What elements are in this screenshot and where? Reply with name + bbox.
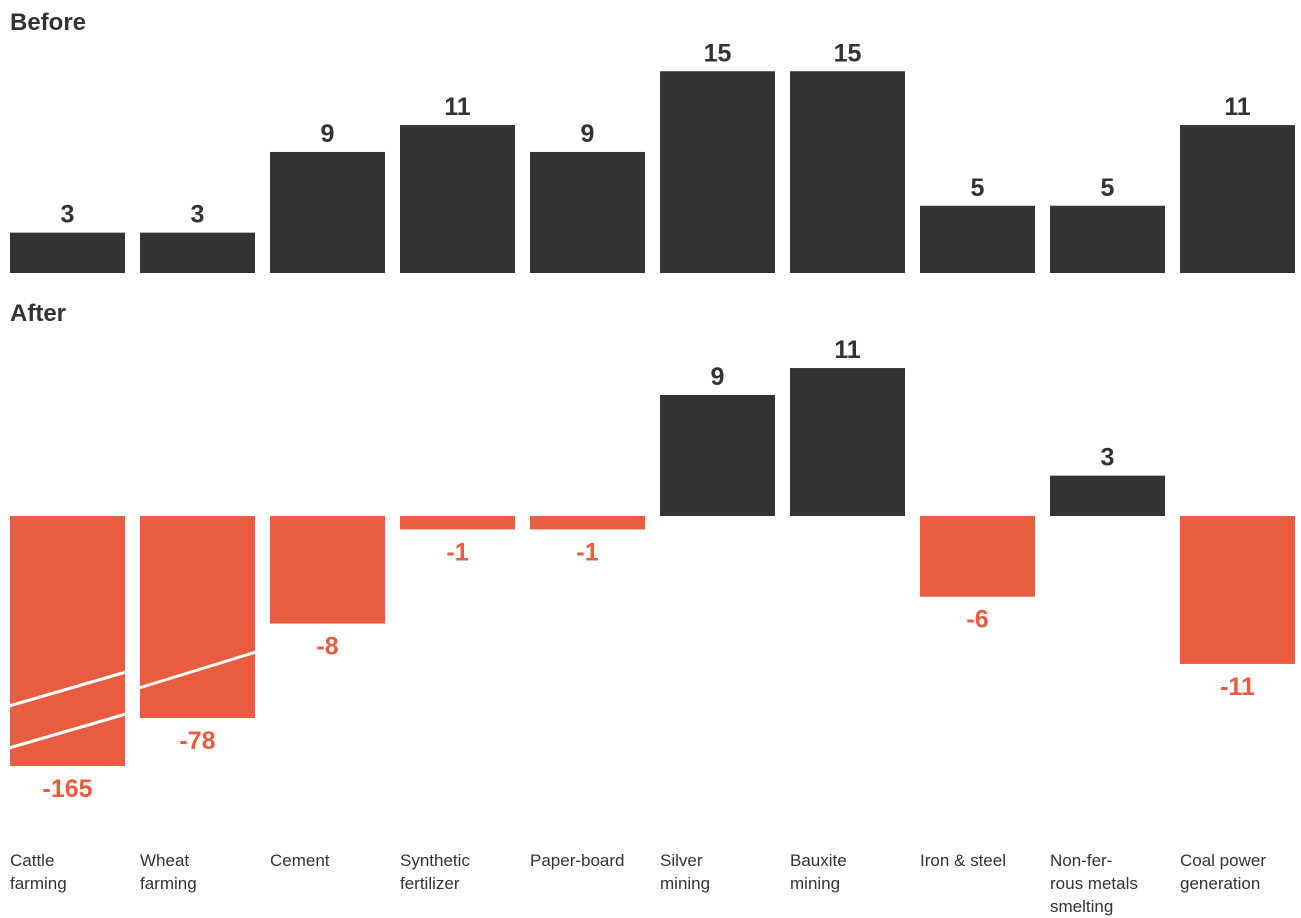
category-label: Synthetic fertilizer [400, 851, 470, 893]
panel-title-before: Before [10, 9, 86, 36]
before-value-label: 3 [61, 201, 75, 229]
category-label: Cement [270, 851, 330, 870]
after-bar [920, 516, 1035, 597]
after-value-label: -1 [446, 538, 468, 566]
before-bar [270, 151, 385, 273]
after-value-label: -6 [966, 606, 988, 634]
after-bar [1180, 516, 1295, 664]
category-labels: Cattle farming Wheat farming Cement Synthetic… [10, 851, 1266, 916]
before-value-label: 9 [581, 120, 595, 148]
after-bar [10, 516, 125, 766]
after-value-label: 9 [711, 363, 725, 391]
before-value-label: 11 [444, 93, 471, 121]
after-bar [400, 516, 515, 530]
after-value-label: -8 [316, 633, 338, 661]
after-value-label: -1 [576, 538, 598, 566]
before-bar [530, 151, 645, 273]
before-value-label: 15 [704, 39, 732, 67]
axis-break-line [8, 670, 127, 708]
after-value-label: -78 [179, 727, 215, 755]
before-bar [400, 125, 515, 273]
axis-break-line [138, 650, 257, 690]
category-label: Cattle farming [10, 851, 67, 893]
category-label: Silver mining [660, 851, 710, 893]
before-bars: 3 3 9 11 9 15 15 5 5 11 [10, 39, 1295, 273]
after-bar [660, 394, 775, 516]
before-value-label: 3 [191, 201, 205, 229]
after-value-label: -11 [1220, 673, 1255, 701]
after-bar [530, 516, 645, 530]
panel-title-after: After [10, 300, 66, 327]
before-value-label: 11 [1224, 93, 1251, 121]
after-bar [1050, 475, 1165, 516]
after-value-label: 3 [1101, 444, 1115, 472]
before-bar [1050, 205, 1165, 273]
before-value-label: 15 [834, 39, 862, 67]
category-label: Bauxite mining [790, 851, 847, 893]
before-bar [660, 71, 775, 273]
category-label: Wheat farming [140, 851, 197, 893]
before-value-label: 5 [1101, 174, 1115, 202]
before-bar [790, 71, 905, 273]
after-bars: -165 -78 -8 -1 -1 9 11 -6 3 -11 [8, 336, 1295, 803]
after-bar [790, 368, 905, 516]
category-label: Paper-board [530, 851, 625, 870]
before-value-label: 5 [971, 174, 985, 202]
before-value-label: 9 [321, 120, 335, 148]
category-label: Iron & steel [920, 851, 1006, 870]
after-value-label: 11 [834, 336, 861, 364]
before-bar [140, 232, 255, 273]
before-bar [10, 232, 125, 273]
before-bar [1180, 125, 1295, 273]
axis-break-line [8, 712, 127, 750]
after-bar [140, 516, 255, 718]
before-bar [920, 205, 1035, 273]
category-label: Coal power generation [1180, 851, 1266, 893]
category-label: Non-fer-rous metals smelting [1050, 851, 1138, 916]
after-bar [270, 516, 385, 624]
after-value-label: -165 [42, 775, 92, 803]
